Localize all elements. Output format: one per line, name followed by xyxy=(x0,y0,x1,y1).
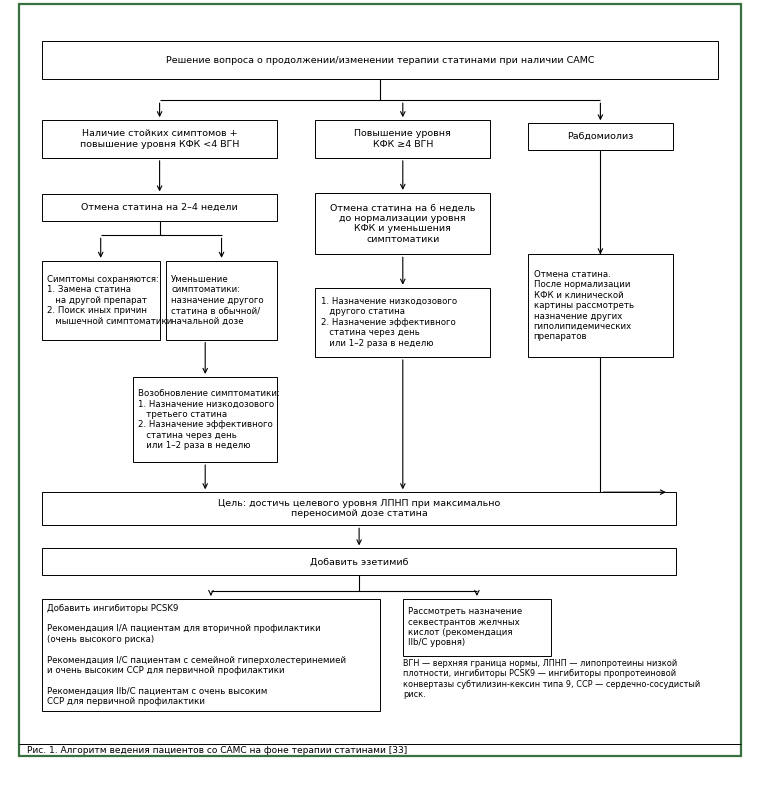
Text: Симптомы сохраняются:
1. Замена статина
   на другой препарат
2. Поиск иных прич: Симптомы сохраняются: 1. Замена статина … xyxy=(47,275,173,325)
FancyBboxPatch shape xyxy=(19,4,741,756)
FancyBboxPatch shape xyxy=(315,288,490,357)
Text: Отмена статина.
После нормализации
КФК и клинической
картины рассмотреть
назначе: Отмена статина. После нормализации КФК и… xyxy=(534,270,634,341)
Text: 1. Назначение низкодозового
   другого статина
2. Назначение эффективного
   ста: 1. Назначение низкодозового другого стат… xyxy=(321,297,457,348)
Text: Добавить эзетимиб: Добавить эзетимиб xyxy=(310,557,408,566)
FancyBboxPatch shape xyxy=(315,120,490,158)
Text: Решение вопроса о продолжении/изменении терапии статинами при наличии САМС: Решение вопроса о продолжении/изменении … xyxy=(166,55,594,65)
Text: Повышение уровня
КФК ≥4 ВГН: Повышение уровня КФК ≥4 ВГН xyxy=(354,130,451,149)
Text: Добавить ингибиторы PCSK9

Рекомендация I/А пациентам для вторичной профилактики: Добавить ингибиторы PCSK9 Рекомендация I… xyxy=(47,604,347,706)
FancyBboxPatch shape xyxy=(42,41,718,79)
Text: Уменьшение
симптоматики:
назначение другого
статина в обычной/
начальной дозе: Уменьшение симптоматики: назначение друг… xyxy=(171,275,264,325)
FancyBboxPatch shape xyxy=(42,492,676,525)
FancyBboxPatch shape xyxy=(42,194,277,221)
FancyBboxPatch shape xyxy=(315,193,490,254)
Text: Отмена статина на 6 недель
до нормализации уровня
КФК и уменьшения
симптоматики: Отмена статина на 6 недель до нормализац… xyxy=(330,204,476,243)
FancyBboxPatch shape xyxy=(403,599,551,656)
FancyBboxPatch shape xyxy=(528,123,673,150)
FancyBboxPatch shape xyxy=(133,377,277,462)
FancyBboxPatch shape xyxy=(528,254,673,357)
Text: Наличие стойких симптомов +
повышение уровня КФК <4 ВГН: Наличие стойких симптомов + повышение ур… xyxy=(80,130,239,149)
FancyBboxPatch shape xyxy=(42,548,676,575)
Text: Отмена статина на 2–4 недели: Отмена статина на 2–4 недели xyxy=(81,203,238,213)
FancyBboxPatch shape xyxy=(42,599,380,711)
Text: Рассмотреть назначение
секвестрантов желчных
кислот (рекомендация
IIb/С уровня): Рассмотреть назначение секвестрантов жел… xyxy=(408,608,522,647)
Text: Рабдомиолиз: Рабдомиолиз xyxy=(567,132,634,141)
Text: Цель: достичь целевого уровня ЛПНП при максимально
переносимой дозе статина: Цель: достичь целевого уровня ЛПНП при м… xyxy=(218,499,500,518)
FancyBboxPatch shape xyxy=(42,120,277,158)
FancyBboxPatch shape xyxy=(42,261,160,340)
Text: Рис. 1. Алгоритм ведения пациентов со САМС на фоне терапии статинами [33]: Рис. 1. Алгоритм ведения пациентов со СА… xyxy=(27,746,407,755)
Text: Возобновление симптоматики:
1. Назначение низкодозового
   третьего статина
2. Н: Возобновление симптоматики: 1. Назначени… xyxy=(138,389,280,450)
Text: ВГН — верхняя граница нормы, ЛПНП — липопротеины низкой
плотности, ингибиторы PC: ВГН — верхняя граница нормы, ЛПНП — липо… xyxy=(403,659,700,699)
FancyBboxPatch shape xyxy=(166,261,277,340)
